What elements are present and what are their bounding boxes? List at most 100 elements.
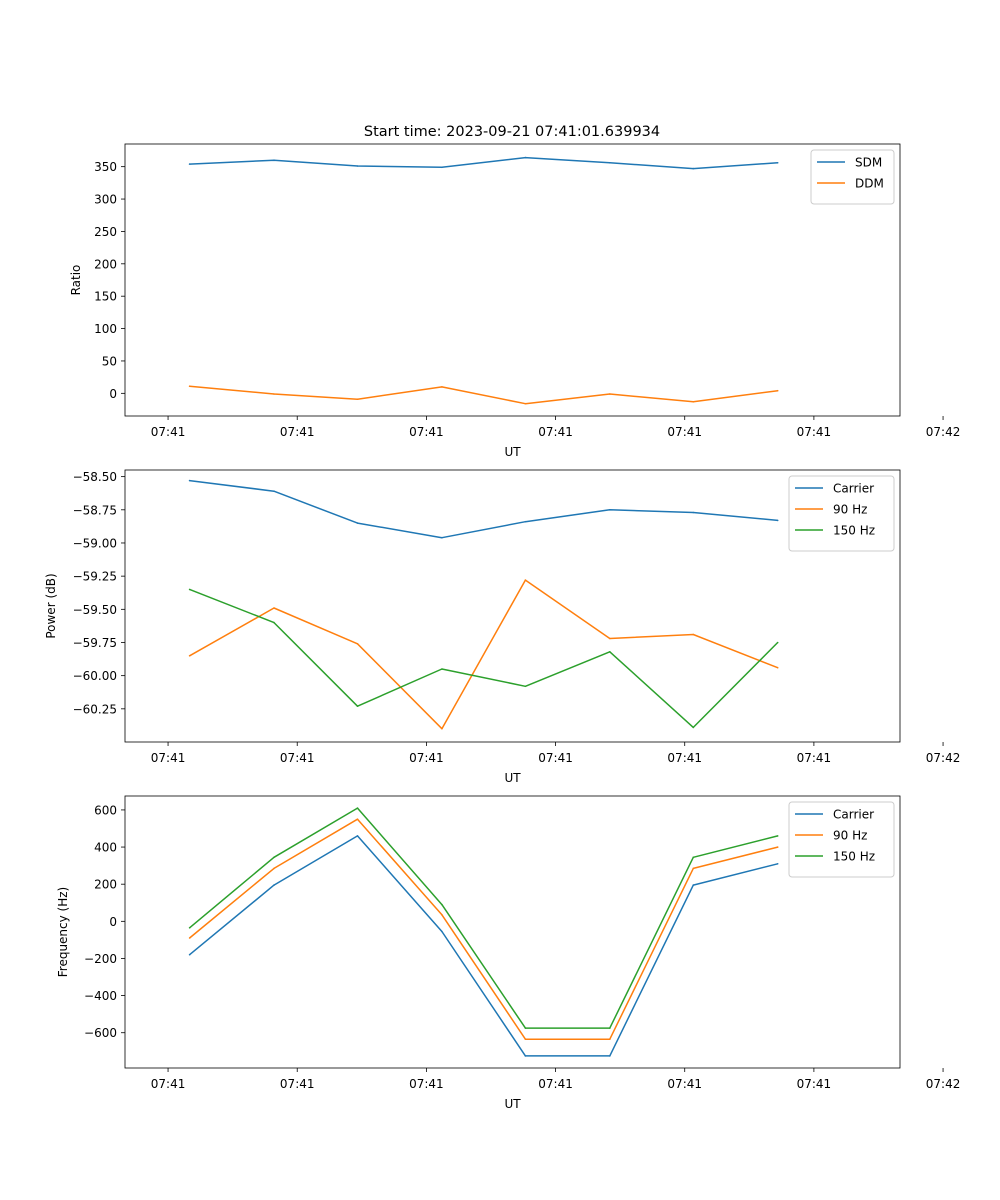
x-tick-label: 07:41 [280, 425, 315, 439]
legend-label: DDM [855, 177, 884, 191]
x-tick-label: 07:41 [797, 1077, 832, 1091]
data-point [692, 726, 695, 729]
y-tick-label: −59.25 [73, 570, 117, 584]
subplot-power: 07:41 07:41 07:41 07:41 07:41 07:41 07:42 −60.2… [44, 469, 960, 785]
y-tick-label: 200 [94, 257, 117, 271]
data-point [441, 536, 443, 539]
data-point [609, 509, 611, 511]
data-point [273, 393, 275, 395]
data-point [188, 927, 191, 929]
y-tick-label: −59.50 [73, 603, 117, 617]
y-tick-label: 100 [94, 322, 117, 336]
legend-label: Carrier [833, 808, 874, 822]
series-line-carrier [189, 835, 778, 1057]
axes-frame [124, 143, 901, 417]
y-tick-label: −58.75 [73, 503, 117, 517]
x-tick-label: 07:41 [538, 751, 573, 765]
x-tick-label: 07:41 [151, 751, 186, 765]
data-point [692, 884, 695, 886]
series-line-carrier [189, 479, 778, 539]
data-point [524, 156, 527, 159]
legend-label: Carrier [833, 482, 874, 496]
data-point [356, 398, 359, 401]
data-point [776, 846, 779, 848]
y-tick-label: 150 [94, 290, 117, 304]
data-point [776, 641, 779, 644]
x-tick-label: 07:41 [538, 425, 573, 439]
legend: SDM DDM [810, 149, 895, 205]
legend-box [810, 149, 895, 205]
data-point [524, 402, 527, 405]
legend: Carrier 90 Hz 150 Hz [788, 475, 895, 552]
x-tick-label: 07:41 [797, 751, 832, 765]
data-point [273, 884, 275, 886]
figure-title: Start time: 2023-09-21 07:41:01.639934 [364, 124, 660, 140]
data-point [441, 903, 443, 906]
series-line-150-hz [189, 807, 778, 1029]
data-point [188, 479, 191, 482]
data-point [356, 643, 359, 645]
y-tick-label: 50 [102, 354, 117, 368]
data-point [609, 393, 611, 395]
y-tick-label: −60.25 [73, 702, 117, 716]
data-point [524, 1055, 527, 1057]
data-point [692, 856, 695, 859]
legend-box [788, 475, 895, 552]
data-point [692, 511, 695, 514]
data-point [441, 386, 443, 388]
data-point [692, 633, 695, 636]
legend-label: 150 Hz [833, 850, 875, 864]
y-axis-label: Frequency (Hz) [56, 887, 70, 978]
data-point [273, 621, 275, 624]
data-point [524, 1027, 527, 1029]
y-tick-label: −400 [84, 989, 117, 1003]
legend: Carrier 90 Hz 150 Hz [788, 801, 895, 878]
data-point [776, 389, 779, 392]
y-tick-label: −600 [84, 1026, 117, 1040]
data-point [273, 856, 275, 859]
legend-label: 150 Hz [833, 524, 875, 538]
x-tick-label: 07:41 [538, 1077, 573, 1091]
y-tick-label: 600 [94, 803, 117, 817]
data-point [356, 807, 359, 809]
x-tick-label: 07:41 [151, 1077, 186, 1091]
data-point [692, 167, 695, 170]
data-point [273, 490, 275, 493]
x-axis-label: UT [504, 771, 521, 785]
series-line-150-hz [189, 588, 779, 729]
data-point [609, 651, 611, 653]
y-tick-label: 0 [109, 387, 117, 401]
data-point [776, 666, 779, 669]
y-tick-label: −59.75 [73, 636, 117, 650]
subplot-frequency: 07:41 07:41 07:41 07:41 07:41 07:41 07:42 −600 −… [56, 795, 960, 1111]
x-tick-label: 07:41 [667, 1077, 702, 1091]
data-point [273, 867, 275, 870]
legend-label: 90 Hz [833, 503, 867, 517]
series-line-90-hz [189, 818, 778, 1040]
legend-box [788, 801, 895, 878]
data-point [273, 607, 275, 609]
data-point [356, 165, 359, 167]
data-point [188, 953, 191, 956]
legend-label: 90 Hz [833, 829, 867, 843]
data-point [441, 727, 443, 730]
x-tick-label: 07:41 [667, 751, 702, 765]
y-tick-label: 400 [94, 841, 117, 855]
y-tick-label: −58.50 [73, 470, 117, 484]
x-tick-label: 07:41 [409, 425, 444, 439]
data-point [524, 579, 527, 581]
axes-frame [124, 795, 901, 1069]
y-tick-label: 300 [94, 193, 117, 207]
x-axis-label: UT [504, 445, 521, 459]
x-tick-label: 07:41 [151, 425, 186, 439]
series-line-90-hz [189, 579, 778, 730]
y-tick-label: −59.00 [73, 536, 117, 550]
data-point [524, 520, 527, 523]
y-tick-label: −60.00 [73, 669, 117, 683]
data-point [776, 863, 779, 865]
data-point [356, 818, 359, 820]
data-point [524, 685, 527, 688]
series-line-sdm [189, 156, 778, 170]
x-tick-label: 07:41 [409, 751, 444, 765]
